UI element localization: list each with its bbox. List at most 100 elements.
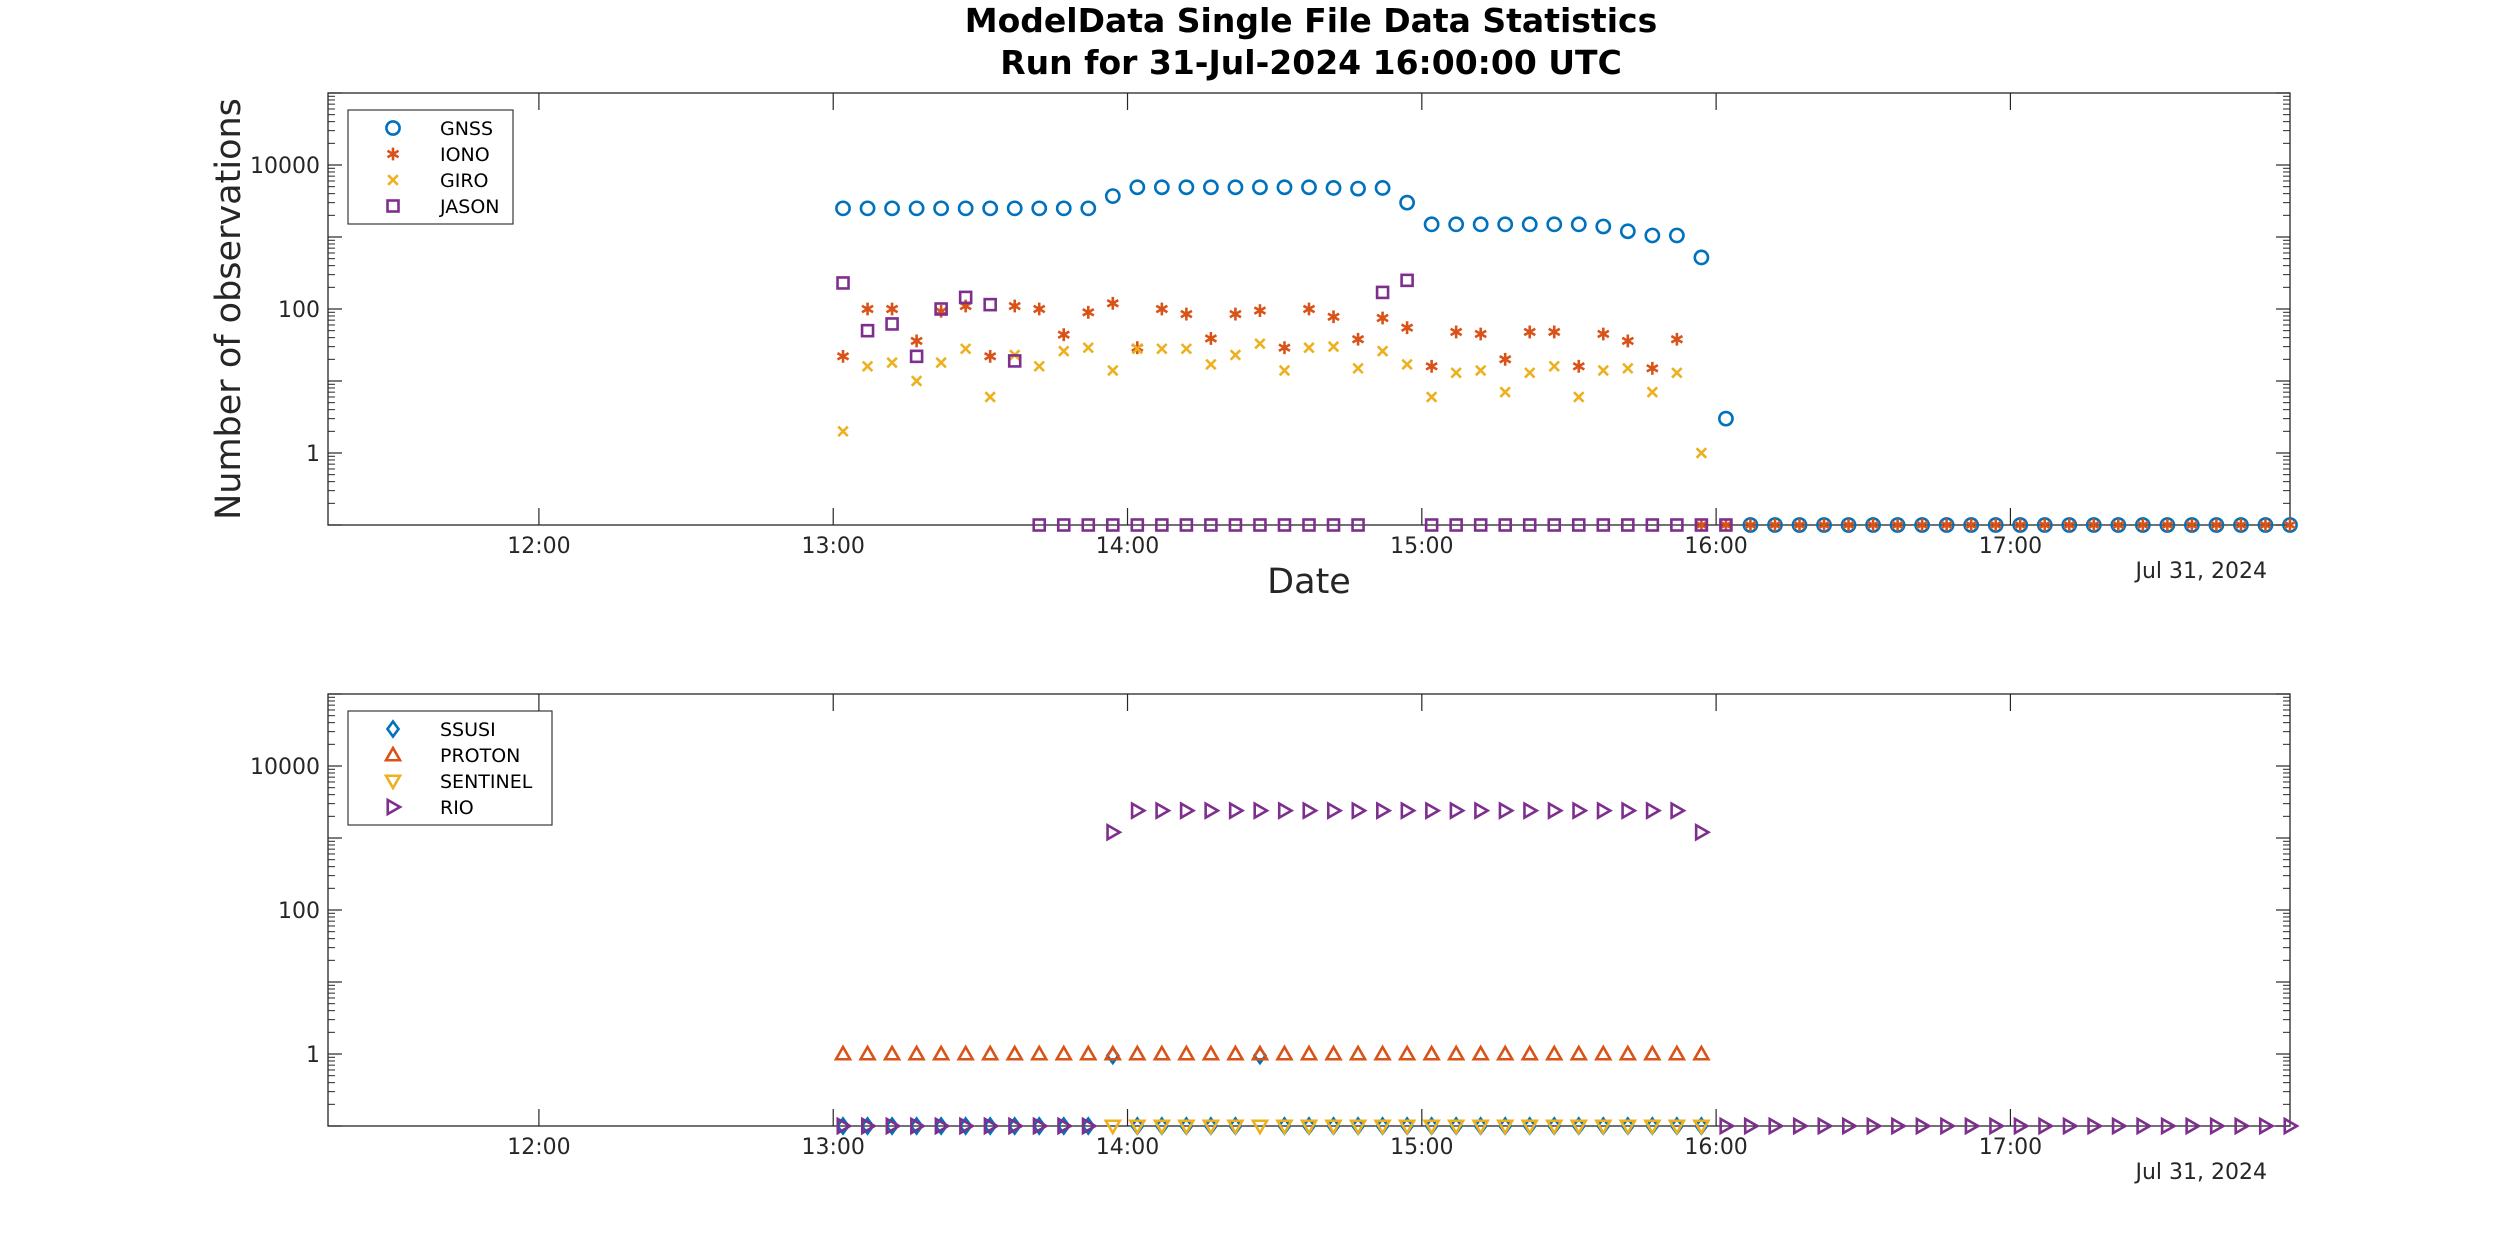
data-point-iono [2038, 518, 2051, 532]
legend-marker-rio [386, 797, 403, 817]
data-point-gnss [2134, 517, 2151, 533]
y-tick-label: 100 [278, 298, 320, 323]
data-point-sentinel [1152, 1119, 1172, 1136]
data-point-rio [1351, 801, 1368, 820]
data-point-jason [1719, 518, 1733, 532]
data-point-rio [1008, 1116, 1025, 1136]
data-point-gnss [1276, 179, 1293, 196]
data-point-proton [1250, 1044, 1270, 1061]
data-point-giro [1524, 367, 1536, 379]
data-point-gnss [1301, 179, 1317, 196]
data-point-iono [1964, 518, 1978, 532]
series-giro [837, 337, 1708, 459]
data-point-iono [2210, 518, 2223, 532]
data-point-rio [1400, 801, 1417, 820]
x-axis-label: Date [1267, 562, 1351, 602]
data-point-iono [1253, 304, 1267, 318]
data-point-rio [1179, 801, 1197, 820]
data-point-gnss [1914, 517, 1931, 533]
data-point-proton [1373, 1044, 1392, 1061]
data-point-rio [2258, 1116, 2276, 1136]
data-point-iono [1597, 327, 1610, 341]
data-point-rio [1621, 801, 1638, 820]
data-point-gnss [2012, 517, 2029, 533]
data-point-sentinel [1103, 1119, 1123, 1136]
data-point-gnss [1816, 517, 1832, 533]
data-point-jason [1375, 285, 1390, 300]
data-point-giro [861, 360, 874, 373]
figure-title-line1: ModelData Single File Data Statistics [965, 1, 1657, 40]
data-point-rio [1768, 1116, 1785, 1136]
data-point-iono [1033, 302, 1046, 316]
data-point-jason [1694, 518, 1709, 532]
data-point-sentinel [1226, 1119, 1245, 1136]
data-point-giro [1622, 362, 1634, 375]
data-point-iono [1057, 328, 1070, 342]
data-point-gnss [1718, 410, 1734, 427]
data-point-proton [956, 1044, 975, 1061]
x-tick-label: 14:00 [1096, 534, 1159, 559]
data-point-rio [2062, 1116, 2079, 1136]
data-point-sentinel [1471, 1119, 1490, 1136]
data-point-proton [1692, 1044, 1711, 1061]
data-point-iono [2234, 518, 2248, 532]
data-point-giro [1671, 367, 1683, 379]
data-point-gnss [2183, 517, 2200, 533]
data-point-giro [1033, 360, 1045, 373]
data-point-rio [2234, 1116, 2251, 1136]
data-point-jason [983, 297, 997, 312]
data-point-gnss [933, 200, 950, 217]
data-point-jason [1645, 518, 1660, 532]
series-rio [836, 801, 2300, 1136]
data-point-rio [2111, 1116, 2128, 1136]
legend: GNSS IONO GIRO JASON [347, 109, 514, 225]
data-point-sentinel [1397, 1119, 1417, 1136]
data-point-gnss [835, 200, 851, 217]
data-point-jason [1007, 354, 1022, 368]
data-point-proton [1299, 1044, 1319, 1061]
data-point-sentinel [1667, 1119, 1687, 1136]
data-point-proton [1545, 1044, 1564, 1061]
x-tick-label: 16:00 [1684, 1135, 1747, 1160]
legend-label-sentinel: SENTINEL [440, 771, 533, 793]
data-point-jason [1155, 518, 1169, 532]
data-point-iono [1989, 518, 2002, 532]
data-point-rio [1032, 1116, 1049, 1136]
data-point-jason [1130, 518, 1145, 532]
data-point-gnss [1521, 216, 1538, 233]
data-point-iono [2112, 518, 2125, 532]
data-point-gnss [1963, 517, 1980, 533]
data-point-giro [1695, 447, 1708, 459]
data-point-gnss [1227, 179, 1244, 196]
data-point-sentinel [1275, 1119, 1294, 1136]
data-point-gnss [1865, 517, 1881, 533]
data-point-iono [2136, 518, 2150, 532]
data-point-rio [1523, 801, 1540, 820]
figure-title-line2: Run for 31-Jul-2024 16:00:00 UTC [1000, 43, 1622, 82]
data-point-gnss [884, 200, 900, 217]
data-point-jason [909, 349, 924, 364]
data-point-gnss [1374, 180, 1391, 196]
y-tick-label: 100 [278, 899, 320, 924]
data-point-proton [1643, 1044, 1662, 1061]
data-point-proton [833, 1044, 853, 1061]
data-point-jason [1179, 518, 1194, 532]
data-point-iono [1548, 325, 1561, 339]
data-point-iono [1327, 310, 1340, 324]
data-point-rio [1498, 801, 1515, 820]
data-point-rio [1326, 801, 1344, 820]
data-point-gnss [2036, 517, 2053, 533]
data-point-gnss [982, 200, 999, 217]
data-point-rio [1449, 801, 1466, 820]
data-point-rio [1940, 1116, 1957, 1136]
data-point-gnss [1006, 200, 1023, 217]
data-point-rio [836, 1116, 853, 1136]
data-point-iono [2259, 518, 2272, 532]
data-point-gnss [1252, 179, 1268, 196]
data-point-proton [1152, 1044, 1172, 1061]
data-point-iono [1155, 302, 1169, 316]
x-tick-label: 15:00 [1390, 534, 1453, 559]
legend-box [347, 109, 514, 225]
data-point-gnss [1693, 249, 1710, 266]
data-point-sentinel [1299, 1119, 1319, 1136]
